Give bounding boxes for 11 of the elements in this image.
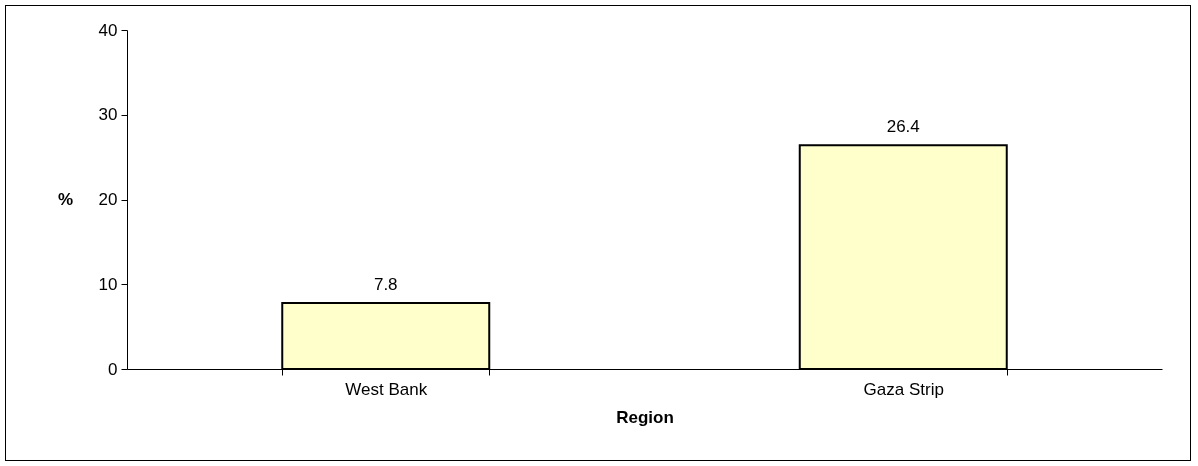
y-tick-label: 40 <box>98 20 118 40</box>
y-tick-label: 10 <box>98 274 118 294</box>
data-label: 7.8 <box>373 274 398 294</box>
data-label: 26.4 <box>886 117 920 137</box>
y-tick-label: 30 <box>98 105 118 125</box>
x-tick-label: West Bank <box>345 379 428 399</box>
y-tick-label: 20 <box>98 190 118 209</box>
y-axis-title: % <box>57 189 74 209</box>
y-tick-label: 0 <box>108 359 118 379</box>
x-axis-title: Region <box>616 407 674 427</box>
x-tick-label: Gaza Strip <box>863 379 944 399</box>
